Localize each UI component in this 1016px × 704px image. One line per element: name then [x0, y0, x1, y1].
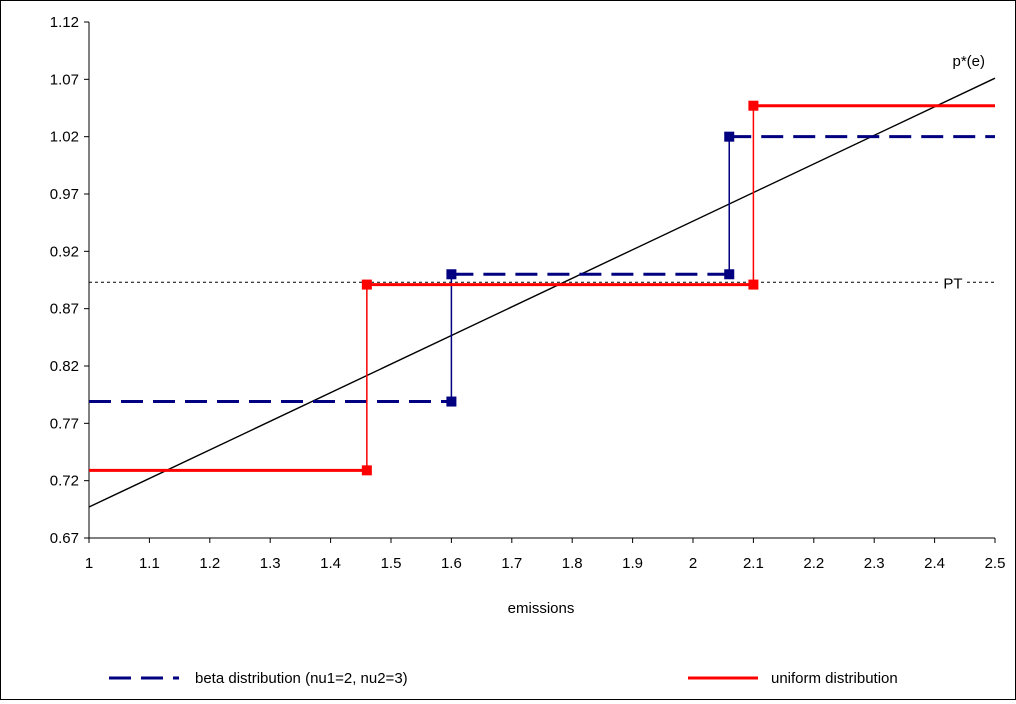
y-tick-label: 0.77	[50, 415, 79, 432]
x-tick-label: 2.5	[985, 555, 1006, 572]
axes: 0.670.720.770.820.870.920.971.021.071.12…	[50, 14, 1006, 572]
legend-label-beta: beta distribution (nu1=2, nu2=3)	[195, 670, 408, 687]
x-tick-label: 1.1	[139, 555, 160, 572]
x-tick-label: 2	[689, 555, 697, 572]
y-tick-label: 0.87	[50, 301, 79, 318]
series-layer	[89, 100, 995, 476]
series-marker	[361, 279, 372, 290]
x-tick-label: 2.4	[924, 555, 945, 572]
pt-label: PT	[943, 275, 962, 292]
x-tick-label: 1.3	[260, 555, 281, 572]
x-tick-label: 1.4	[320, 555, 341, 572]
series-uniform	[89, 100, 995, 476]
series-marker	[446, 396, 457, 407]
y-tick-label: 1.07	[50, 71, 79, 88]
p-star-line	[88, 77, 996, 508]
y-tick-label: 1.12	[50, 14, 79, 31]
x-tick-label: 2.3	[864, 555, 885, 572]
p-star-label: p*(e)	[952, 53, 985, 70]
y-tick-label: 0.82	[50, 358, 79, 375]
x-tick-label: 1.5	[381, 555, 402, 572]
reference-lines	[88, 77, 996, 508]
y-tick-label: 0.67	[50, 530, 79, 547]
series-beta	[89, 131, 995, 407]
x-tick-label: 1.7	[501, 555, 522, 572]
x-tick-label: 2.1	[743, 555, 764, 572]
y-tick-label: 0.92	[50, 243, 79, 260]
series-marker	[724, 131, 735, 142]
x-tick-label: 1.2	[199, 555, 220, 572]
series-marker	[748, 100, 759, 111]
legend: beta distribution (nu1=2, nu2=3) uniform …	[109, 670, 898, 687]
x-tick-label: 1.9	[622, 555, 643, 572]
series-marker	[361, 465, 372, 476]
x-tick-label: 1.8	[562, 555, 583, 572]
x-tick-label: 1	[85, 555, 93, 572]
legend-label-uniform: uniform distribution	[771, 670, 898, 687]
y-tick-label: 0.97	[50, 186, 79, 203]
y-tick-label: 0.72	[50, 473, 79, 490]
series-marker	[446, 269, 457, 280]
series-marker	[724, 269, 735, 280]
x-axis-title: emissions	[508, 600, 575, 617]
x-tick-label: 2.2	[803, 555, 824, 572]
x-tick-label: 1.6	[441, 555, 462, 572]
reference-labels: p*(e) PT	[943, 53, 985, 292]
y-tick-label: 1.02	[50, 129, 79, 146]
series-marker	[748, 279, 759, 290]
